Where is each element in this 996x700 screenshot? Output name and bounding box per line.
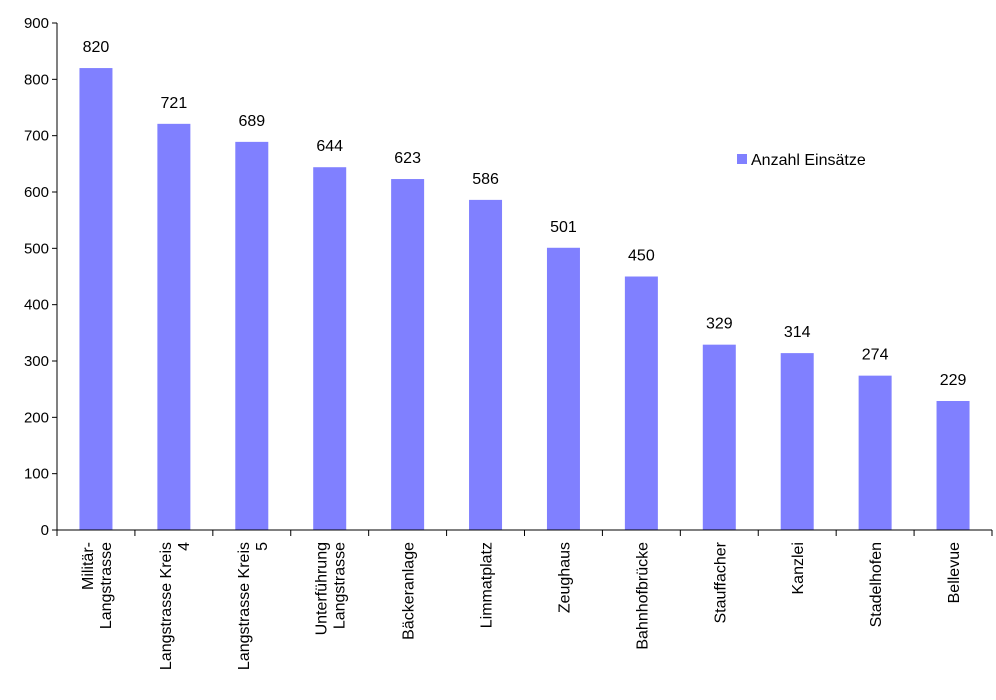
x-category-label-line: Bahnhofbrücke bbox=[634, 542, 651, 650]
x-category-label-line: Militär- bbox=[80, 542, 97, 590]
bars bbox=[79, 68, 970, 531]
bar bbox=[702, 344, 736, 530]
x-axis-ticks bbox=[56, 530, 993, 536]
y-tick-label: 100 bbox=[24, 466, 49, 483]
x-category-label: Bäckeranlage bbox=[401, 542, 418, 640]
x-category-label-line: Bäckeranlage bbox=[401, 542, 418, 640]
y-tick-label: 700 bbox=[24, 128, 49, 145]
bar-value-label: 820 bbox=[83, 39, 110, 56]
bar-value-label: 314 bbox=[784, 324, 811, 341]
bar bbox=[79, 68, 113, 531]
x-category-label-line: Langstrasse bbox=[332, 542, 349, 629]
bar-value-label: 501 bbox=[550, 219, 577, 236]
x-category-label: Bahnhofbrücke bbox=[634, 542, 651, 650]
x-category-label-line: Langstrasse bbox=[98, 542, 115, 629]
bar bbox=[546, 247, 580, 530]
bar bbox=[469, 199, 503, 531]
y-axis-ticks: 0 100 200 300 400 500 600 700 800 900 bbox=[24, 15, 57, 539]
bar bbox=[313, 167, 347, 531]
bar bbox=[858, 375, 892, 530]
bar-value-label: 450 bbox=[628, 248, 655, 265]
x-category-label-line: Bellevue bbox=[946, 542, 963, 603]
y-tick-label: 500 bbox=[24, 240, 49, 257]
x-category-label: Zeughaus bbox=[556, 542, 573, 613]
bar bbox=[157, 123, 191, 530]
x-category-label-line: Kanzlei bbox=[790, 542, 807, 594]
x-category-label: Stauffacher bbox=[712, 541, 729, 623]
bar bbox=[391, 179, 425, 530]
x-category-label-line: 4 bbox=[176, 542, 193, 551]
legend: Anzahl Einsätze bbox=[737, 152, 866, 169]
x-category-label-line: Langstrasse Kreis bbox=[236, 542, 253, 670]
bar-value-label: 586 bbox=[472, 171, 499, 188]
x-category-label: Bellevue bbox=[946, 542, 963, 603]
x-category-label-line: Stadelhofen bbox=[868, 542, 885, 627]
y-tick-label: 200 bbox=[24, 409, 49, 426]
legend-label: Anzahl Einsätze bbox=[751, 152, 866, 169]
x-category-label-line: Unterführung bbox=[314, 542, 331, 635]
x-category-label-line: Limmatplatz bbox=[479, 542, 496, 628]
x-category-label: Militär- Langstrasse bbox=[80, 542, 115, 629]
bar bbox=[936, 400, 970, 530]
x-category-label: Kanzlei bbox=[790, 542, 807, 594]
y-tick-label: 300 bbox=[24, 353, 49, 370]
y-tick-label: 400 bbox=[24, 297, 49, 314]
bar-value-label: 329 bbox=[706, 316, 733, 333]
bar-value-label: 644 bbox=[316, 138, 343, 155]
x-category-label-line: Stauffacher bbox=[712, 541, 729, 623]
y-tick-label: 900 bbox=[24, 15, 49, 32]
bar bbox=[624, 276, 658, 530]
bar-value-label: 721 bbox=[161, 95, 188, 112]
bar-value-label: 229 bbox=[940, 372, 967, 389]
bar-value-label: 689 bbox=[238, 113, 265, 130]
x-category-label: Langstrasse Kreis 5 bbox=[236, 542, 271, 670]
x-category-label: Stadelhofen bbox=[868, 542, 885, 627]
x-category-label-line: Langstrasse Kreis bbox=[158, 542, 175, 670]
bar-value-label: 274 bbox=[862, 347, 889, 364]
x-category-label-line: 5 bbox=[254, 542, 271, 551]
x-axis-labels: Militär- Langstrasse Langstrasse Kreis 4 Lan… bbox=[80, 541, 963, 670]
x-category-label: Langstrasse Kreis 4 bbox=[158, 542, 193, 670]
y-tick-label: 600 bbox=[24, 184, 49, 201]
x-category-label: Limmatplatz bbox=[479, 542, 496, 628]
x-category-label: Unterführung Langstrasse bbox=[314, 542, 349, 635]
bar-value-label: 623 bbox=[394, 150, 421, 167]
y-tick-label: 0 bbox=[41, 522, 49, 539]
bar bbox=[235, 141, 269, 530]
bar bbox=[780, 353, 814, 530]
data-labels: 820 721 689 644 623 586 501 450 329 314 274 229 bbox=[83, 39, 967, 389]
x-category-label-line: Zeughaus bbox=[556, 542, 573, 613]
legend-swatch bbox=[737, 154, 747, 164]
y-tick-label: 800 bbox=[24, 71, 49, 88]
